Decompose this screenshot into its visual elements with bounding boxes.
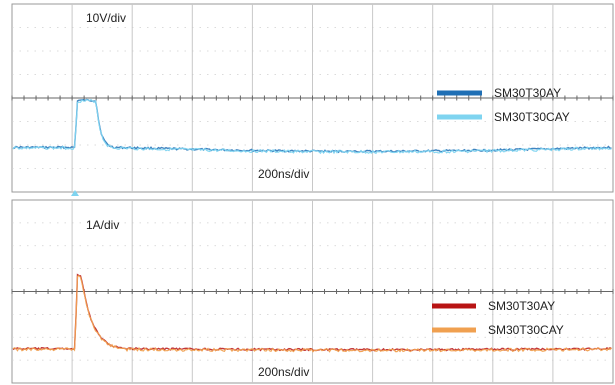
voltage-traces	[12, 98, 612, 155]
voltage-legend: SM30T30AY SM30T30CAY	[437, 86, 570, 124]
current-traces	[12, 273, 612, 353]
current-scale-label: 1A/div	[86, 218, 119, 232]
voltage-panel: 10V/div 200ns/div SM30T30AY SM30T30CAY	[11, 3, 614, 193]
trigger-marker	[71, 190, 79, 196]
current-time-label: 200ns/div	[258, 365, 309, 379]
current-legend-label-1: SM30T30AY	[488, 299, 555, 313]
voltage-legend-label-1: SM30T30AY	[494, 86, 561, 100]
voltage-grid	[11, 4, 614, 192]
current-legend-label-2: SM30T30CAY	[488, 323, 564, 337]
voltage-legend-label-2: SM30T30CAY	[494, 110, 570, 124]
current-trace-sm30t30cay	[12, 274, 612, 353]
voltage-time-label: 200ns/div	[258, 167, 309, 181]
current-grid	[11, 200, 614, 383]
current-legend: SM30T30AY SM30T30CAY	[432, 299, 564, 337]
voltage-trace-sm30t30cay	[12, 98, 612, 155]
current-panel: 1A/div 200ns/div SM30T30AY SM30T30CAY	[11, 199, 614, 384]
voltage-scale-label: 10V/div	[86, 11, 126, 25]
